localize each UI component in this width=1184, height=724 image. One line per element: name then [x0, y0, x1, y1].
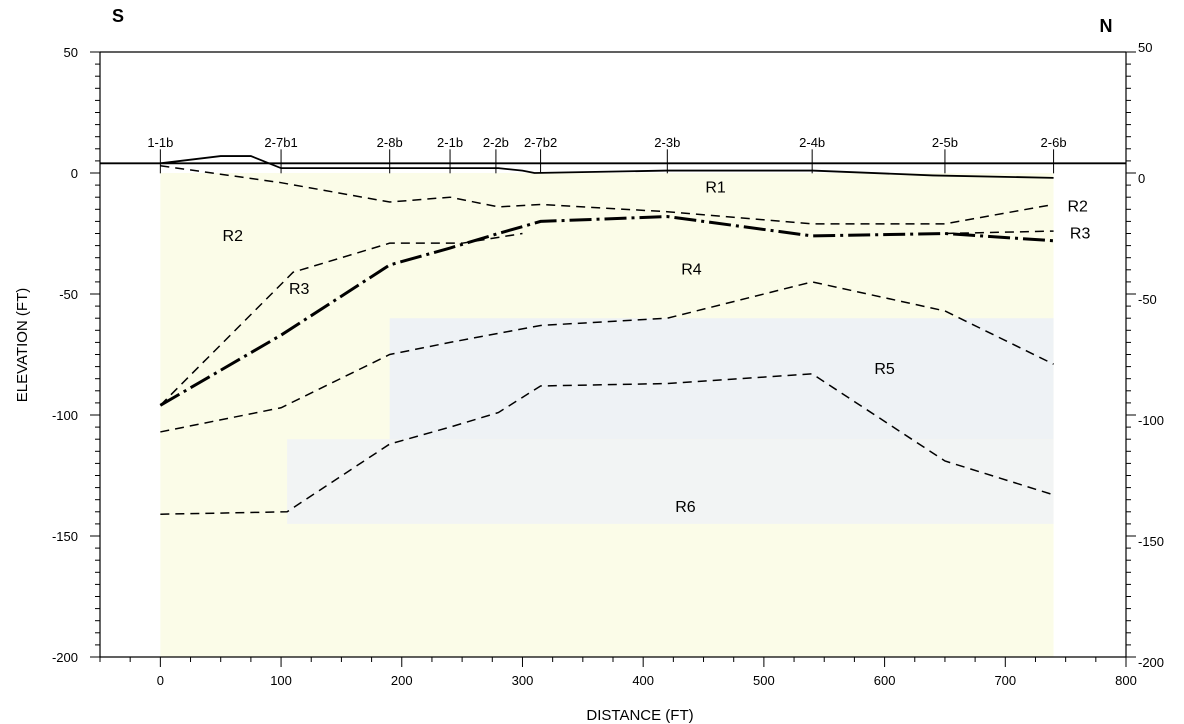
boundary-line — [944, 230, 1054, 235]
x-tick-label: 800 — [1115, 673, 1137, 688]
boring-label: 2-7b2 — [524, 135, 557, 150]
x-tick-label: 400 — [632, 673, 654, 688]
zone-label: R2 — [1067, 199, 1088, 216]
boring-markers: 1-1b 2-7b1 2-8b 2-1b 2-2b 2-7b2 2-3b 2-4b 2-5b 2-… — [147, 135, 1067, 174]
boring-label: 2-1b — [437, 135, 463, 150]
x-tick-label: 300 — [512, 673, 534, 688]
boring-label: 2-4b — [799, 135, 825, 150]
boundary-line — [159, 232, 523, 406]
x-axis-title: DISTANCE (FT) — [586, 707, 693, 724]
boundary-line — [160, 281, 1054, 433]
zone-label: R5 — [874, 361, 895, 378]
boring-label: 2-5b — [932, 135, 958, 150]
y-tick-label-left: 50 — [64, 45, 78, 60]
y-tick-label-left: -100 — [52, 408, 78, 423]
boundary-line — [160, 373, 1054, 515]
boundary-lines — [100, 155, 1126, 515]
boring-label: 2-7b1 — [264, 135, 297, 150]
boundary-line — [159, 215, 1054, 407]
zone-shading-r6 — [287, 439, 1054, 524]
tick-marks — [90, 51, 1136, 667]
x-tick-label: 200 — [391, 673, 413, 688]
y-tick-label-left: -200 — [52, 650, 78, 665]
zone-labels: R1 R2 R2 R3 R3 R4 R5 R6 — [223, 179, 1091, 515]
x-tick-label: 600 — [874, 673, 896, 688]
zone-label: R3 — [1070, 225, 1091, 242]
zone-shading — [160, 173, 1054, 657]
zone-shading-r5 — [389, 318, 1054, 440]
zone-label: R2 — [223, 228, 244, 245]
zone-label: R4 — [681, 262, 702, 279]
south-label: S — [112, 6, 124, 26]
y-tick-label-right: -150 — [1138, 534, 1164, 549]
y-tick-label-right: -200 — [1138, 655, 1164, 670]
x-tick-label: 100 — [270, 673, 292, 688]
x-tick-label: 500 — [753, 673, 775, 688]
boundary-line — [160, 164, 1054, 225]
y-tick-label-right: 0 — [1138, 171, 1145, 186]
boring-label: 2-6b — [1041, 135, 1067, 150]
boring-label: 2-2b — [483, 135, 509, 150]
x-tick-label: 700 — [994, 673, 1016, 688]
y-tick-label-left: -50 — [59, 287, 78, 302]
zone-label: R3 — [289, 281, 310, 298]
zone-label: R1 — [705, 179, 726, 196]
zone-label: R6 — [675, 499, 696, 516]
y-tick-label-right: 50 — [1138, 40, 1152, 55]
north-label: N — [1100, 16, 1113, 36]
y-axis-title: ELEVATION (FT) — [14, 288, 31, 402]
boring-label: 2-3b — [654, 135, 680, 150]
y-tick-label-right: -100 — [1138, 413, 1164, 428]
boring-label: 2-8b — [377, 135, 403, 150]
x-tick-label: 0 — [157, 673, 164, 688]
y-tick-label-right: -50 — [1138, 292, 1157, 307]
y-tick-label-left: 0 — [71, 166, 78, 181]
boring-label: 1-1b — [147, 135, 173, 150]
y-tick-label-left: -150 — [52, 529, 78, 544]
